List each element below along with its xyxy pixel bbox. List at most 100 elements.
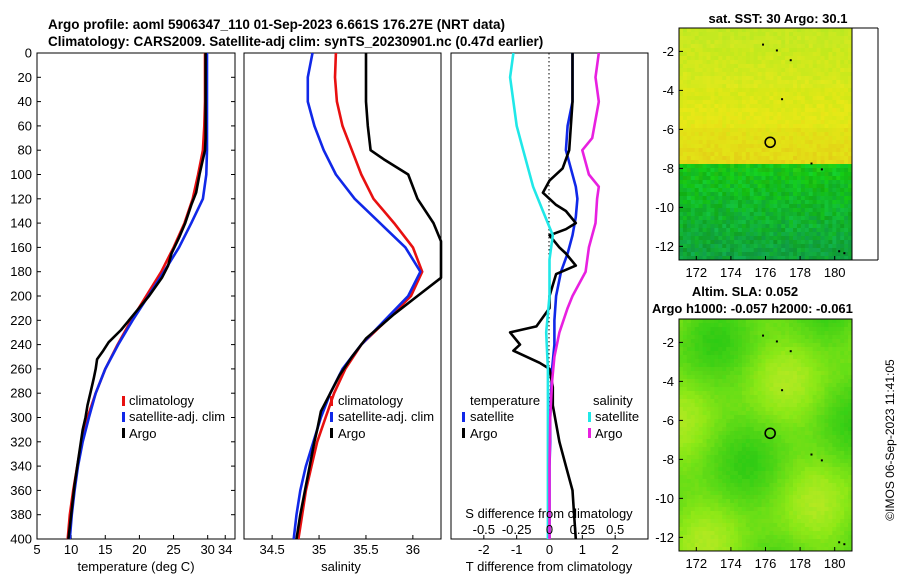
map-cell-sst_map (816, 228, 821, 233)
map-cell-sst_map (679, 52, 684, 57)
map-cell-sla_map (781, 355, 786, 360)
map-cell-sla_map (694, 347, 700, 352)
map-cell-sst_map (741, 148, 747, 153)
map-cell-sst_map (820, 76, 825, 81)
sst-heatmap (679, 28, 853, 261)
map-cell-sla_map (726, 407, 731, 412)
map-cell-sla_map (686, 387, 692, 392)
map-cell-sst_map (804, 196, 810, 201)
map-cell-sla_map (753, 467, 759, 472)
map-cell-sla_map (690, 507, 696, 512)
map-cell-sst_map (804, 184, 810, 189)
map-cell-sst_map (745, 252, 751, 257)
map-cell-sst_map (832, 72, 837, 77)
map-cell-sst_map (848, 100, 853, 105)
map-cell-sla_map (686, 491, 692, 496)
map-cell-sst_map (749, 40, 755, 45)
map-cell-sst_map (808, 140, 814, 145)
map-cell-sst_map (726, 116, 731, 121)
map-cell-sla_map (840, 319, 845, 324)
map-cell-sst_map (753, 100, 759, 105)
map-cell-sla_map (836, 435, 841, 440)
map-cell-sst_map (726, 172, 731, 177)
map-cell-sla_map (828, 439, 833, 444)
map-cell-sst_map (730, 120, 735, 125)
map-cell-sla_map (730, 387, 735, 392)
map-cell-sst_map (808, 64, 814, 69)
map-cell-sla_map (690, 371, 696, 376)
map-cell-sla_map (777, 443, 782, 448)
map-cell-sst_map (718, 28, 723, 33)
map-cell-sst_map (710, 88, 715, 93)
map-cell-sst_map (832, 32, 837, 37)
map-cell-sla_map (722, 339, 727, 344)
map-cell-sla_map (836, 427, 841, 432)
map-cell-sla_map (785, 403, 790, 408)
map-cell-sla_map (749, 375, 755, 380)
map-cell-sla_map (679, 495, 684, 500)
map-cell-sst_map (808, 200, 814, 205)
map-cell-sst_map (690, 44, 696, 49)
map-cell-sst_map (722, 212, 727, 217)
map-cell-sst_map (718, 104, 723, 109)
map-cell-sst_map (757, 156, 762, 161)
map-cell-sla_map (816, 415, 821, 420)
map-cell-sst_map (726, 112, 731, 117)
map-cell-sst_map (785, 96, 790, 101)
map-cell-sla_map (785, 431, 790, 436)
map-cell-sst_map (682, 52, 688, 57)
map-cell-sst_map (832, 96, 837, 101)
map-cell-sst_map (714, 28, 719, 33)
map-cell-sst_map (761, 128, 766, 133)
map-cell-sst_map (840, 80, 845, 85)
map-cell-sst_map (844, 104, 849, 109)
map-cell-sst_map (773, 84, 778, 89)
map-cell-sla_map (710, 343, 715, 348)
map-cell-sla_map (753, 447, 759, 452)
map-cell-sst_map (749, 56, 755, 61)
map-cell-sst_map (718, 192, 723, 197)
map-cell-sst_map (781, 128, 786, 133)
map-cell-sla_map (769, 431, 774, 436)
map-cell-sst_map (686, 32, 692, 37)
map-cell-sla_map (800, 459, 806, 464)
map-cell-sla_map (824, 363, 829, 368)
map-cell-sla_map (726, 491, 731, 496)
map-cell-sst_map (832, 244, 837, 249)
map-cell-sst_map (710, 140, 715, 145)
map-cell-sla_map (690, 479, 696, 484)
map-cell-sla_map (789, 355, 794, 360)
map-cell-sst_map (800, 172, 806, 177)
map-cell-sst_map (840, 168, 845, 173)
map-cell-sst_map (722, 112, 727, 117)
map-cell-sst_map (844, 76, 849, 81)
map-cell-sla_map (828, 467, 833, 472)
map-cell-sla_map (793, 427, 798, 432)
map-cell-sst_map (769, 84, 774, 89)
island-speck (810, 162, 813, 165)
map-cell-sla_map (765, 403, 770, 408)
map-cell-sla_map (840, 475, 845, 480)
map-cell-sla_map (710, 435, 715, 440)
map-cell-sla_map (694, 475, 700, 480)
map-cell-sst_map (741, 60, 747, 65)
map-cell-sla_map (682, 511, 688, 516)
map-cell-sst_map (796, 144, 802, 149)
map-cell-sla_map (840, 435, 845, 440)
map-cell-sla_map (800, 355, 806, 360)
map-cell-sla_map (710, 467, 715, 472)
map-cell-sla_map (773, 399, 778, 404)
map-cell-sla_map (808, 395, 814, 400)
map-cell-sst_map (741, 40, 747, 45)
map-cell-sla_map (741, 331, 747, 336)
map-cell-sst_map (698, 56, 703, 61)
map-cell-sla_map (804, 399, 810, 404)
map-cell-sst_map (804, 236, 810, 241)
map-cell-sla_map (769, 403, 774, 408)
map-cell-sst_map (690, 52, 696, 57)
map-cell-sla_map (812, 343, 818, 348)
map-cell-sst_map (820, 128, 825, 133)
map-cell-sst_map (753, 236, 759, 241)
map-cell-sla_map (737, 415, 743, 420)
map-cell-sst_map (789, 32, 794, 37)
